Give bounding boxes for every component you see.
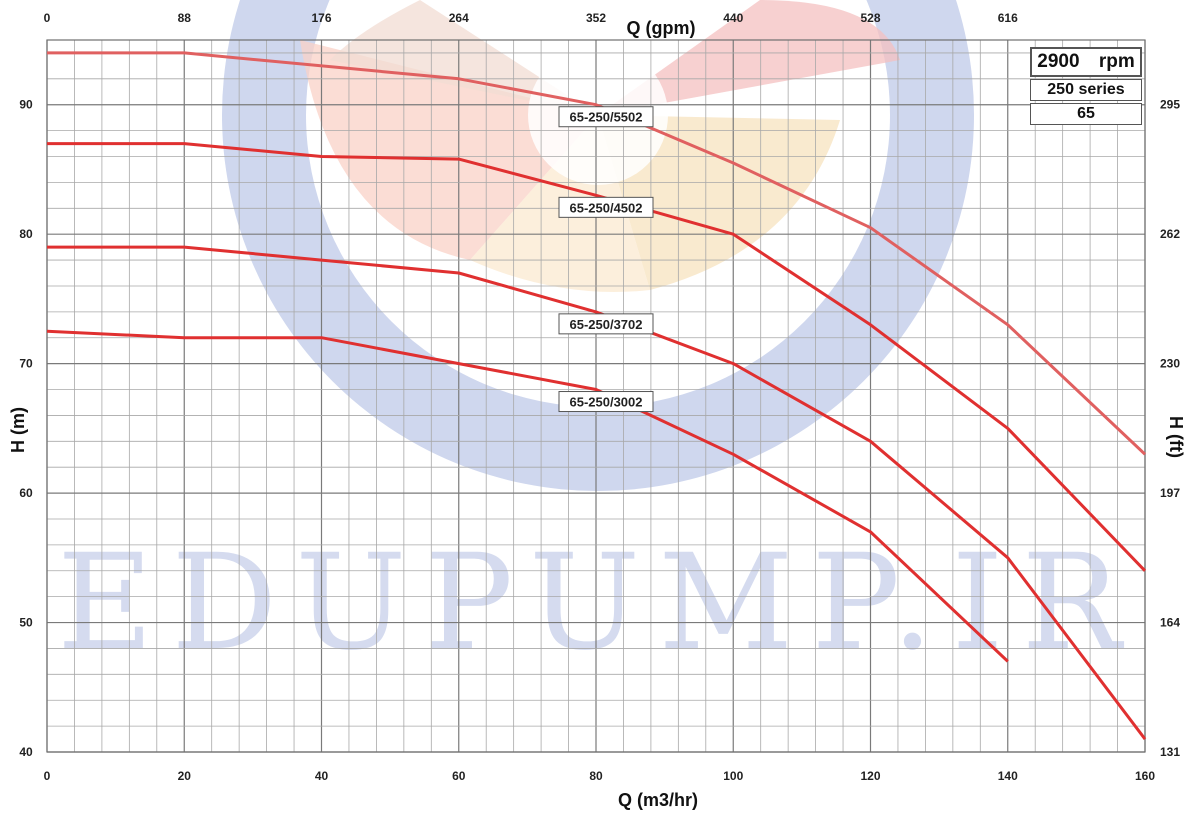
tick-labels: 0 20 40 60 80 100 120 140 160 0 88 176 264 352 440 528 6… bbox=[19, 11, 1180, 783]
y2-tick-label: 295 bbox=[1160, 98, 1180, 112]
curve-65-250-3002 bbox=[46, 329, 1009, 663]
rpm-value: 2900 bbox=[1037, 51, 1080, 72]
x-tick-label: 120 bbox=[860, 769, 880, 783]
y2-axis-title: H (ft) bbox=[1166, 416, 1186, 458]
y-tick-label: 80 bbox=[19, 227, 33, 241]
x-tick-label: 40 bbox=[315, 769, 329, 783]
y-tick-label: 70 bbox=[19, 357, 33, 371]
x2-tick-label: 616 bbox=[998, 11, 1018, 25]
x2-tick-label: 176 bbox=[311, 11, 331, 25]
x2-tick-label: 88 bbox=[178, 11, 192, 25]
curves bbox=[46, 51, 1147, 741]
y2-tick-label: 197 bbox=[1160, 486, 1180, 500]
watermark-petal bbox=[598, 0, 900, 115]
watermark-petal bbox=[300, 40, 598, 260]
watermark: EDUPUMP.IR bbox=[57, 0, 1139, 680]
y-tick-label: 60 bbox=[19, 486, 33, 500]
x2-tick-label: 264 bbox=[449, 11, 469, 25]
x-axis-title: Q (m3/hr) bbox=[618, 790, 698, 810]
x-tick-label: 60 bbox=[452, 769, 466, 783]
rpm-box: 2900 rpm bbox=[1030, 47, 1142, 77]
x-tick-label: 140 bbox=[998, 769, 1018, 783]
rpm-unit: rpm bbox=[1098, 51, 1135, 72]
curve-label-box bbox=[558, 391, 654, 413]
y2-tick-label: 262 bbox=[1160, 227, 1180, 241]
x-tick-label: 160 bbox=[1135, 769, 1155, 783]
series-word: series bbox=[1078, 81, 1125, 98]
y-axis-title: H (m) bbox=[8, 407, 28, 453]
curve-label-box bbox=[558, 106, 654, 128]
watermark-petal bbox=[330, 0, 598, 115]
axis-titles: Q (m3/hr) Q (gpm) H (m) H (ft) bbox=[8, 18, 1186, 810]
x2-tick-label: 440 bbox=[723, 11, 743, 25]
watermark-petal bbox=[598, 115, 840, 290]
size-value: 65 bbox=[1077, 105, 1095, 122]
x-tick-label: 0 bbox=[44, 769, 51, 783]
y-tick-label: 90 bbox=[19, 98, 33, 112]
x-tick-label: 20 bbox=[178, 769, 192, 783]
series-box: 250 series bbox=[1030, 79, 1142, 101]
x2-tick-label: 352 bbox=[586, 11, 606, 25]
curve-label: 65-250/4502 bbox=[569, 200, 642, 215]
curve-label: 65-250/3002 bbox=[569, 395, 642, 410]
curve-label: 65-250/3702 bbox=[569, 317, 642, 332]
curve-label: 65-250/5502 bbox=[569, 110, 642, 125]
x-tick-label: 100 bbox=[723, 769, 743, 783]
y-tick-label: 50 bbox=[19, 616, 33, 630]
curve-65-250-3702 bbox=[47, 245, 1147, 741]
curve-65-250-5502 bbox=[47, 51, 1147, 456]
y2-tick-label: 230 bbox=[1160, 357, 1180, 371]
y-tick-label: 40 bbox=[19, 745, 33, 759]
y2-tick-label: 131 bbox=[1160, 745, 1180, 759]
curve-labels: 65-250/5502 65-250/4502 65-250/3702 65-250/… bbox=[558, 106, 654, 413]
series-value: 250 bbox=[1047, 81, 1074, 98]
x2-axis-title: Q (gpm) bbox=[627, 18, 696, 38]
curve-label-box bbox=[558, 313, 654, 335]
x2-tick-label: 0 bbox=[44, 11, 51, 25]
x2-tick-label: 528 bbox=[860, 11, 880, 25]
size-box: 65 bbox=[1030, 103, 1142, 125]
curve-label-box bbox=[558, 196, 654, 218]
y2-tick-label: 164 bbox=[1160, 616, 1180, 630]
curve-65-250-4502 bbox=[47, 142, 1147, 572]
x-tick-label: 80 bbox=[589, 769, 603, 783]
plot-frame bbox=[46, 39, 1146, 753]
watermark-text: EDUPUMP.IR bbox=[57, 526, 1139, 680]
